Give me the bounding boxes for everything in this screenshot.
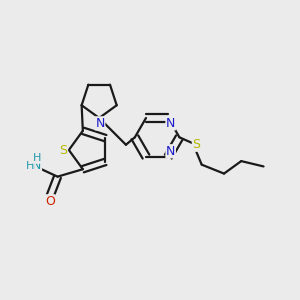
Text: N: N [166,145,175,158]
Text: S: S [59,143,68,157]
Text: H: H [26,161,34,171]
Text: S: S [192,138,200,151]
Text: N: N [95,117,105,130]
Text: N: N [32,159,41,172]
Text: H: H [33,153,41,163]
Text: N: N [166,117,175,130]
Text: O: O [45,195,55,208]
